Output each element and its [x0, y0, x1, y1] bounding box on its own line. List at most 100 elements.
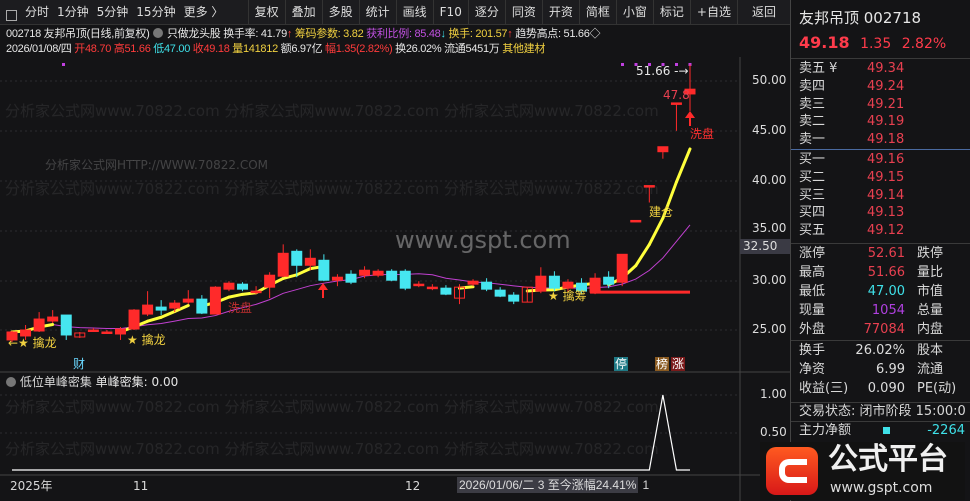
date-tick: 11: [133, 479, 149, 493]
candle-body: [440, 287, 452, 295]
candle-body: [630, 219, 642, 223]
stat-value: 51.66: [867, 265, 905, 280]
same-fund-button[interactable]: 同资: [506, 0, 543, 25]
tick-button[interactable]: 逐分: [469, 0, 506, 25]
date-tick: 1: [642, 478, 650, 492]
draw-line-button[interactable]: 画线: [397, 0, 434, 25]
stat-row: 净资 6.99 流通: [799, 361, 969, 379]
stat-label-2: 流通: [917, 362, 944, 377]
small-window-button[interactable]: 小窗: [617, 0, 654, 25]
candle-body: [508, 294, 520, 302]
candle-body: [20, 329, 32, 337]
price-tick: 40.00: [752, 173, 787, 187]
legend-square-icon: [883, 427, 891, 434]
candle-body: [101, 331, 113, 334]
open-fund-button[interactable]: 开资: [543, 0, 580, 25]
main-net-row: 主力净额 -2264: [799, 422, 969, 440]
indicator-line: [12, 394, 690, 471]
fuquan-button[interactable]: 复权: [249, 0, 286, 25]
candle-body: [264, 274, 276, 288]
stat-value: 47.00: [867, 284, 905, 299]
date-tick: 12: [405, 479, 421, 493]
formula-name[interactable]: 只做龙头股: [166, 28, 221, 40]
candle-body: [169, 302, 181, 309]
candle-body: [60, 314, 72, 336]
chart-info-line: 002718 友邦吊顶(日线,前复权) 只做龙头股 换手率: 41.79↑ 筹码…: [6, 28, 601, 40]
ask-row: 卖五 ¥ 49.34: [799, 60, 969, 78]
turn: 换26.02%: [395, 43, 442, 55]
candle-body: [74, 332, 86, 338]
logo-name: 公式平台: [828, 442, 948, 477]
marker-bang[interactable]: 榜: [655, 357, 670, 371]
tab-5min[interactable]: 5分钟: [96, 5, 129, 19]
toolbar-buttons: 复权 叠加 多股 统计 画线 F10 逐分 同资 开资 简框 小窗 标记 +自选…: [247, 0, 790, 25]
candle-body: [196, 298, 208, 314]
bid-row: 买一 49.16: [799, 151, 969, 169]
stat-row: 最低 47.00 市值: [799, 283, 969, 301]
candle-body: [589, 277, 601, 293]
candle-body: [359, 269, 371, 276]
candle-body: [684, 88, 696, 95]
stat-label: 换手: [799, 343, 826, 358]
annotation-jiancang: 建仓: [649, 205, 674, 219]
simple-frame-button[interactable]: 简框: [580, 0, 617, 25]
ma-fast-segment: [227, 292, 245, 299]
close: 收49.18: [192, 43, 230, 55]
annotation-qinlong: ←★ 擒龙: [8, 336, 57, 350]
stat-value: 77084: [863, 322, 905, 337]
candle-body: [494, 289, 506, 297]
tab-1min[interactable]: 1分钟: [57, 5, 89, 19]
trend-dot: [634, 63, 638, 66]
candle-body: [616, 253, 628, 283]
candle-body: [603, 276, 615, 285]
formula-toggle-icon[interactable]: [153, 28, 164, 38]
ma-fast-segment: [674, 147, 692, 184]
tab-15min[interactable]: 15分钟: [136, 5, 176, 19]
trend-dot: [62, 63, 65, 66]
tab-fenshi[interactable]: 分时: [25, 5, 50, 19]
marker-ting[interactable]: 停: [614, 357, 629, 371]
marker-cai[interactable]: 财: [73, 357, 86, 371]
toolbar: 分时 1分钟 5分钟 15分钟 更多 〉 复权 叠加 多股 统计 画线 F10 …: [0, 0, 790, 25]
ohlc-line: 2026/01/08/四 开48.70 高51.66 低47.00 收49.18…: [6, 42, 545, 56]
candle-body: [209, 286, 221, 315]
indicator-title[interactable]: 低位单峰密集: [19, 375, 92, 389]
marker-zhang[interactable]: 涨: [671, 357, 686, 371]
stats-button[interactable]: 统计: [360, 0, 397, 25]
candle-body: [453, 286, 465, 299]
quote-title: 友邦吊顶 002718: [799, 9, 922, 27]
f10-button[interactable]: F10: [434, 0, 469, 25]
back-button[interactable]: 返回: [751, 4, 776, 19]
annotation-qinchou: ★ 擒筹: [548, 289, 587, 303]
volume: 量141812: [232, 43, 278, 55]
level-label: 卖三: [799, 96, 826, 112]
candle-body: [670, 102, 682, 105]
multi-stock-button[interactable]: 多股: [323, 0, 360, 25]
trend-dot: [661, 63, 665, 66]
stat-label-2: 总量: [917, 303, 944, 318]
candle-body: [47, 316, 59, 322]
turnover: 换手: 201.57: [448, 28, 508, 40]
change: 幅1.35(2.82%): [325, 43, 393, 55]
level-price: 49.15: [867, 169, 905, 185]
stat-label: 现量: [799, 303, 826, 318]
overlay-button[interactable]: 叠加: [286, 0, 323, 25]
panel-toggle-icon[interactable]: [6, 10, 17, 21]
kline-chart[interactable]: [0, 57, 790, 501]
main-net-label: 主力净额: [799, 423, 852, 438]
period-tabs: 分时 1分钟 5分钟 15分钟 更多 〉: [0, 3, 248, 21]
mark-button[interactable]: 标记: [654, 0, 691, 25]
stat-row: 收益(三) 0.090 PE(动): [799, 380, 969, 398]
logo-mark-icon: [766, 447, 818, 495]
indicator-toggle-icon[interactable]: [6, 377, 16, 387]
level-label: 卖二: [799, 114, 826, 130]
level-label: 买四: [799, 205, 826, 221]
profit-ratio: 获利比例: 85.48: [366, 28, 441, 40]
tab-more[interactable]: 更多 〉: [183, 5, 224, 19]
add-watchlist-button[interactable]: +自选: [691, 0, 738, 25]
level-label: 买二: [799, 169, 826, 185]
indicator-tick: 0.50: [760, 425, 787, 439]
candle-body: [345, 273, 357, 283]
amount: 额6.97亿: [280, 43, 323, 55]
ma-fast-segment: [173, 303, 190, 313]
